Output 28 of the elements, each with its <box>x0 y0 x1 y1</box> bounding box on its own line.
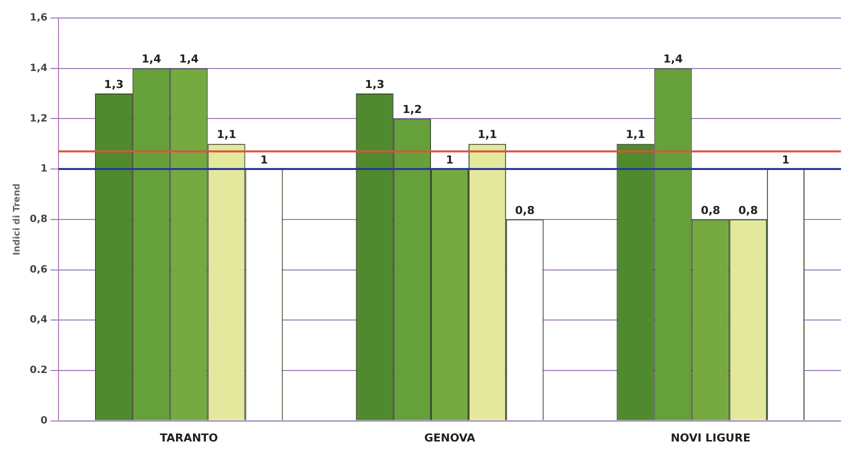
y-tick-label: 1,6 <box>30 12 48 24</box>
y-tick-label: 1 <box>40 164 48 175</box>
data-label: 1,3 <box>364 78 384 91</box>
y-tick-label: 0,8 <box>30 214 48 225</box>
y-axis-title: Indici di Trend <box>12 183 23 256</box>
data-label: 1,4 <box>663 52 684 66</box>
y-tick-label: 0,6 <box>30 264 48 276</box>
data-label: 1,1 <box>626 128 646 142</box>
data-label: 1,4 <box>142 52 162 66</box>
data-label: 0,8 <box>515 204 535 217</box>
data-label: 1 <box>782 153 790 166</box>
y-tick-label: 0.2 <box>30 365 48 376</box>
data-label: 1 <box>446 153 454 166</box>
y-tick-label: 1,2 <box>30 113 48 124</box>
data-label: 1,1 <box>216 128 236 142</box>
data-label: 0,8 <box>700 204 720 217</box>
y-tick-label: 1,4 <box>30 62 48 74</box>
data-label: 1,1 <box>478 128 498 142</box>
data-label: 1,4 <box>179 52 200 66</box>
data-label: 1,3 <box>104 78 124 91</box>
x-tick-label: NOVI LIGURE <box>670 431 750 444</box>
data-label: 1,2 <box>402 103 422 116</box>
data-label: 1 <box>260 153 268 166</box>
data-label: 0,8 <box>738 204 758 217</box>
x-tick-label: TARANTO <box>160 431 218 444</box>
y-tick-label: 0 <box>40 415 48 426</box>
x-tick-label: GENOVA <box>424 431 476 444</box>
y-tick-label: 0,4 <box>30 314 48 326</box>
